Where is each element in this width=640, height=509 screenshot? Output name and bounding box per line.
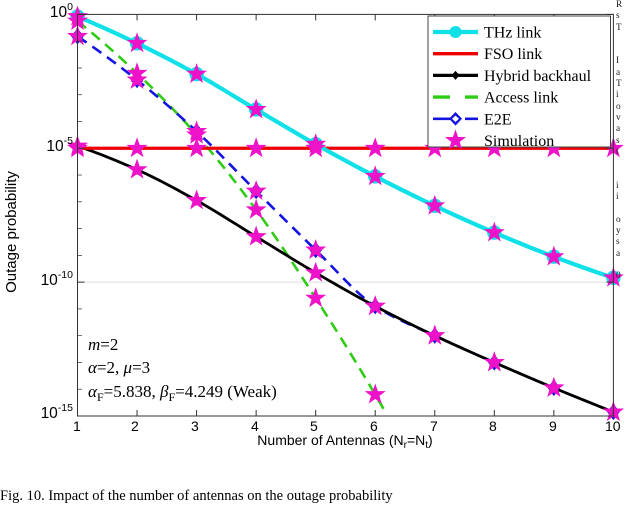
svg-text:THz link: THz link: [484, 25, 541, 42]
svg-text:Hybrid backhaul: Hybrid backhaul: [484, 68, 592, 85]
svg-text:Simulation: Simulation: [484, 133, 554, 150]
svg-text:Access link: Access link: [484, 90, 558, 107]
svg-text:FSO link: FSO link: [484, 46, 542, 63]
svg-text:E2E: E2E: [484, 111, 512, 128]
